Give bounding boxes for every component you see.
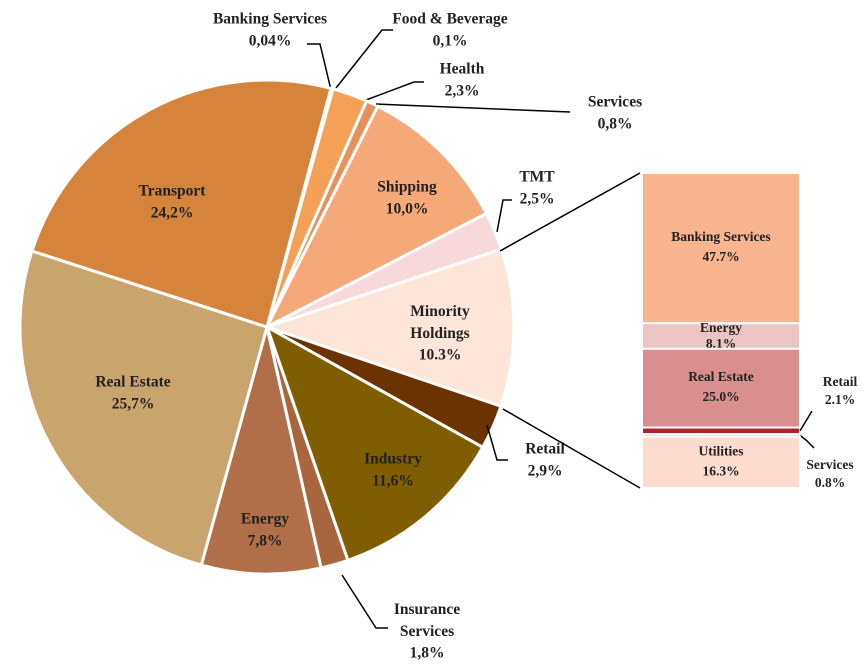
pie-slice [262, 247, 516, 409]
leader-line [799, 434, 815, 449]
bar-label: Energy [700, 320, 742, 335]
bar-segment [641, 347, 801, 429]
slice-value: 2,3% [445, 83, 480, 100]
leader-line [486, 424, 508, 461]
leader-line [365, 81, 424, 101]
slice-value: 0,8% [598, 116, 633, 133]
bar-label: Real Estate [688, 369, 754, 384]
connector-line [502, 408, 641, 489]
leader-line [799, 410, 813, 432]
bar-value: 0.8% [815, 475, 845, 490]
slice-label: Retail [525, 441, 565, 458]
slice-value: 11,6% [372, 473, 414, 490]
slice-value: 2,9% [528, 463, 563, 480]
slice-label: Health [440, 61, 485, 78]
leader-line [341, 574, 388, 629]
pie-slice [30, 78, 333, 329]
pie-slice [263, 104, 489, 331]
slice-label: Banking Services [213, 11, 327, 28]
bar-label: Retail [823, 374, 858, 389]
bar-value: 25.0% [702, 389, 739, 404]
bar-value: 47.7% [702, 249, 739, 264]
slice-value: 1,8% [410, 645, 445, 662]
bar-label: Services [806, 457, 853, 472]
slice-label: Insurance Services [394, 601, 460, 640]
pie-slice [264, 323, 485, 563]
leader-line [375, 103, 571, 113]
bar-value: 8.1% [706, 336, 736, 351]
slice-label: Services [588, 94, 642, 111]
slice-value: 0,04% [249, 33, 292, 50]
leader-line [496, 199, 512, 233]
leader-line [307, 43, 332, 91]
slice-label: Food & Beverage [392, 11, 507, 28]
slice-label: Real Estate [95, 374, 170, 391]
bar-label: Banking Services [671, 229, 770, 244]
slice-value: 7,8% [248, 533, 283, 550]
slice-value: 24,2% [151, 205, 194, 222]
slice-value: 25,7% [112, 396, 155, 413]
slice-label: Shipping [377, 179, 437, 196]
slice-label: Minority Holdings [410, 303, 470, 342]
bar-value: 16.3% [702, 463, 739, 478]
slice-label: TMT [519, 169, 555, 186]
slice-value: 10.3% [419, 347, 462, 364]
pie-slice [18, 249, 269, 567]
slice-label: Industry [364, 451, 422, 468]
slice-value: 10,0% [386, 201, 429, 218]
bar-label: Utilities [699, 443, 744, 458]
bar-value: 2.1% [825, 392, 855, 407]
connector-line [499, 172, 641, 252]
pie-slice [199, 326, 323, 576]
bar-segment [641, 172, 801, 325]
leader-line [335, 29, 393, 89]
slice-value: 0,1% [433, 33, 468, 50]
slice-label: Energy [241, 511, 289, 528]
bar-segment [641, 435, 801, 489]
slice-value: 2,5% [520, 191, 555, 208]
slice-label: Transport [139, 183, 207, 200]
